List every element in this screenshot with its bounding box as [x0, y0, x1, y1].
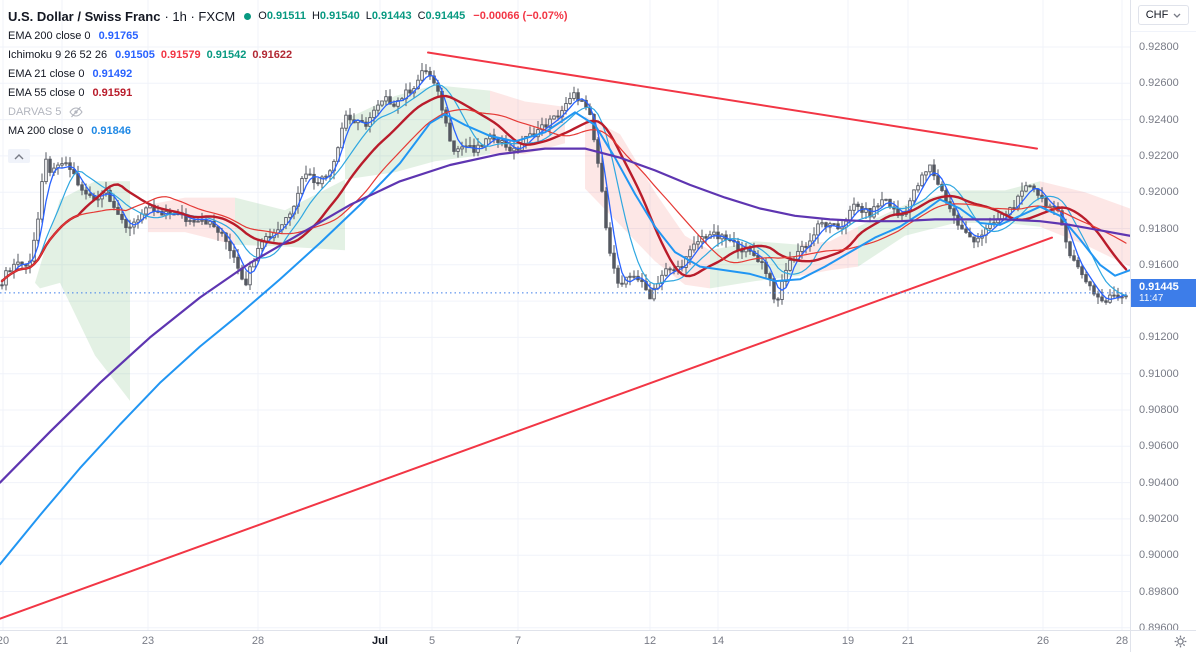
indicator-value: 0.91579	[160, 48, 201, 61]
indicator-value: 0.91505	[115, 48, 155, 61]
indicator-value: 0.91492	[92, 67, 133, 80]
axis-corner	[1130, 630, 1196, 652]
time-tick-label: 19	[841, 635, 855, 647]
time-tick-label: Jul	[372, 635, 388, 647]
price-tick-label: 0.91000	[1139, 367, 1179, 380]
time-tick-label: 26	[1036, 635, 1050, 647]
symbol-title[interactable]: U.S. Dollar / Swiss Franc	[8, 8, 161, 24]
price-tick-label: 0.92200	[1139, 149, 1179, 162]
price-tick-label: 0.92400	[1139, 113, 1179, 126]
indicator-value: 0.91765	[98, 29, 139, 42]
indicator-value: 0.91591	[92, 86, 133, 99]
close-label: C	[417, 10, 426, 22]
indicator-row[interactable]: EMA 200 close 0 0.91765	[8, 26, 567, 45]
symbol-title-row[interactable]: U.S. Dollar / Swiss Franc · 1h · FXCM O …	[8, 6, 567, 26]
last-price-badge: 0.91445 11:47	[1131, 278, 1196, 307]
indicator-title: EMA 21 close 0	[8, 67, 85, 80]
price-tick-label: 0.91600	[1139, 258, 1179, 271]
indicator-value: 0.91542	[206, 48, 247, 61]
indicator-value: 0.91846	[91, 124, 131, 137]
low-value: 0.91443	[371, 10, 412, 22]
time-tick-label: 23	[141, 635, 155, 647]
time-tick-label: 7	[514, 635, 522, 647]
bar-countdown: 11:47	[1139, 292, 1164, 304]
chart-pane[interactable]: U.S. Dollar / Swiss Franc · 1h · FXCM O …	[0, 0, 1130, 630]
price-tick-label: 0.90200	[1139, 512, 1179, 525]
time-tick-label: 21	[55, 635, 69, 647]
price-change: −0.00066 (−0.07%)	[473, 10, 568, 22]
time-tick-label: 28	[1115, 635, 1129, 647]
time-tick-label: 14	[711, 635, 725, 647]
last-price-value: 0.91445	[1139, 280, 1179, 293]
price-axis[interactable]: CHF 0.92800 0.92600 0.92400 0.92200 0.92000 0…	[1130, 0, 1196, 634]
indicator-row[interactable]: EMA 21 close 0 0.91492	[8, 64, 567, 83]
indicator-row[interactable]: DARVAS 5	[8, 102, 567, 121]
indicator-row[interactable]: Ichimoku 9 26 52 26 0.91505 0.91579 0.91542…	[8, 45, 567, 64]
axis-divider	[1131, 31, 1196, 32]
high-label: H	[311, 10, 320, 22]
price-tick-label: 0.91800	[1139, 222, 1179, 235]
indicator-title: Ichimoku 9 26 52 26	[8, 48, 108, 61]
high-value: 0.91540	[319, 10, 360, 22]
close-value: 0.91445	[425, 10, 466, 22]
indicator-value: 0.91622	[252, 48, 293, 61]
symbol-subtitle: · 1h · FXCM	[164, 8, 236, 24]
low-label: L	[365, 10, 372, 22]
price-tick-label: 0.92000	[1139, 186, 1179, 199]
time-axis[interactable]: 20 21 23 28 Jul 5 7 12 14 19 21 26 28	[0, 630, 1130, 652]
legend: U.S. Dollar / Swiss Franc · 1h · FXCM O …	[8, 6, 567, 163]
price-tick-label: 0.90600	[1139, 440, 1179, 453]
indicator-title: EMA 55 close 0	[8, 86, 85, 99]
open-label: O	[258, 10, 267, 22]
time-tick-label: 20	[0, 635, 10, 647]
price-tick-label: 0.90800	[1139, 404, 1179, 416]
open-value: 0.91511	[266, 10, 306, 22]
currency-button[interactable]: CHF	[1138, 5, 1189, 25]
market-status-dot	[244, 12, 252, 20]
price-tick-label: 0.90000	[1139, 549, 1179, 562]
time-tick-label: 12	[643, 635, 657, 647]
indicator-title: EMA 200 close 0	[8, 29, 91, 42]
price-tick-label: 0.90400	[1139, 476, 1179, 489]
indicator-row[interactable]: MA 200 close 0 0.91846	[8, 121, 567, 140]
time-tick-label: 5	[428, 635, 436, 647]
price-tick-label: 0.89800	[1139, 585, 1179, 598]
price-tick-label: 0.91200	[1139, 331, 1179, 344]
currency-label: CHF	[1145, 9, 1169, 21]
legend-collapse-button[interactable]	[8, 149, 30, 163]
indicator-row[interactable]: EMA 55 close 0 0.91591	[8, 83, 567, 102]
price-tick-label: 0.92600	[1139, 77, 1179, 90]
settings-gear-icon[interactable]	[1174, 635, 1187, 648]
indicator-title: DARVAS 5	[8, 105, 62, 118]
indicator-title: MA 200 close 0	[8, 124, 84, 137]
chevron-up-icon	[14, 147, 24, 165]
price-tick-label: 0.92800	[1139, 41, 1179, 53]
chevron-down-icon	[1173, 13, 1181, 18]
ohlc-values: O 0.91511 H 0.91540 L 0.91443 C 0.91445 …	[258, 10, 567, 22]
time-tick-label: 21	[901, 635, 915, 647]
chart-canvas[interactable]	[0, 0, 1130, 630]
time-tick-label: 28	[251, 635, 265, 647]
eye-off-icon[interactable]	[69, 106, 84, 118]
indicator-legend: EMA 200 close 0 0.91765 Ichimoku 9 26 52 2…	[8, 26, 567, 140]
